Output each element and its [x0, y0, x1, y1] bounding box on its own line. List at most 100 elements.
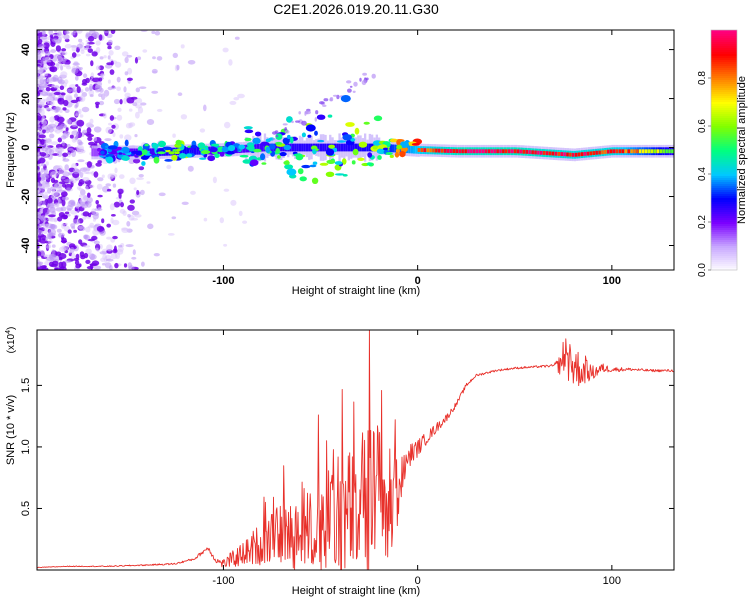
- noise-blob: [55, 207, 64, 212]
- noise-blob: [138, 166, 145, 171]
- noise-blob: [50, 99, 55, 107]
- ridge-band: [445, 147, 448, 155]
- noise-blob: [47, 240, 53, 244]
- noise-blob: [80, 149, 86, 154]
- noise-blob: [38, 44, 46, 48]
- ridge-band: [305, 143, 309, 152]
- noise-blob: [228, 59, 233, 66]
- noise-blob: [40, 109, 45, 116]
- noise-blob: [128, 108, 133, 112]
- noise-blob: [72, 168, 80, 175]
- noise-blob: [51, 249, 56, 255]
- colorbar-tick-label: 0.2: [697, 215, 708, 229]
- ridge-blob: [299, 176, 307, 182]
- noise-blob: [66, 152, 72, 158]
- colorbar-band: [711, 44, 737, 47]
- noise-blob: [127, 204, 135, 211]
- y-tick-label: 1.5: [20, 378, 32, 393]
- noise-blob: [73, 229, 77, 233]
- branch-blob: [323, 98, 329, 102]
- noise-blob: [60, 71, 68, 78]
- y-tick-label: 0.5: [20, 501, 32, 516]
- noise-blob: [66, 88, 72, 93]
- noise-blob: [187, 165, 194, 172]
- noise-blob: [70, 210, 78, 215]
- noise-blob: [222, 47, 229, 53]
- noise-blob: [127, 67, 133, 75]
- ridge-core: [458, 149, 461, 154]
- noise-blob: [98, 100, 105, 106]
- ridge-core: [621, 149, 625, 154]
- colorbar-band: [711, 74, 737, 77]
- noise-blob: [111, 124, 116, 129]
- ridge-blob: [219, 152, 225, 157]
- branch-blob: [291, 120, 294, 124]
- chart-title: C2E1.2026.019.20.11.G30: [273, 1, 439, 17]
- colorbar-band: [711, 70, 737, 73]
- noise-blob: [107, 79, 111, 84]
- colorbar-band: [711, 170, 737, 173]
- ridge-core: [662, 149, 665, 154]
- ridge-band: [389, 144, 392, 153]
- colorbar-band: [711, 196, 737, 199]
- noise-blob: [50, 49, 57, 53]
- colorbar-band: [711, 176, 737, 179]
- colorbar-band: [711, 112, 737, 115]
- ridge-band: [366, 143, 369, 152]
- noise-blob: [37, 139, 41, 146]
- ridge-band: [336, 143, 339, 152]
- noise-blob: [212, 176, 217, 184]
- noise-blob: [43, 168, 48, 175]
- noise-blob: [45, 147, 53, 154]
- noise-blob: [114, 262, 119, 269]
- noise-blob: [43, 184, 50, 189]
- ridge-band: [317, 143, 320, 152]
- ridge-blob: [134, 155, 139, 158]
- ridge-blob: [100, 150, 105, 155]
- ridge-band: [186, 147, 190, 155]
- colorbar: 0.0 0.2 0.4 0.6 0.8 Normalized spectral ampl…: [697, 29, 748, 277]
- ridge-band: [515, 147, 518, 156]
- colorbar-band: [711, 240, 737, 243]
- noise-blob: [38, 89, 43, 93]
- ridge-band: [191, 147, 194, 155]
- noise-blob: [136, 189, 140, 196]
- noise-blob: [44, 191, 48, 198]
- ridge-blob: [311, 177, 319, 184]
- ridge-blob: [254, 131, 262, 137]
- colorbar-band: [711, 180, 737, 183]
- x-tick-label: 0: [415, 275, 421, 287]
- spectrogram-y-axis-label: Frequency (Hz): [5, 112, 17, 188]
- ridge-blob: [399, 151, 406, 158]
- colorbar-band: [711, 36, 737, 39]
- colorbar-tick-label: 0.6: [697, 119, 708, 133]
- colorbar-band: [711, 146, 737, 149]
- noise-blob: [116, 86, 121, 92]
- noise-blob: [37, 66, 44, 74]
- noise-blob: [109, 265, 113, 270]
- noise-blob: [79, 226, 86, 232]
- colorbar-band: [711, 210, 737, 213]
- noise-blob: [55, 182, 59, 187]
- colorbar-gradient: [711, 30, 737, 271]
- noise-blob: [111, 86, 117, 90]
- noise-blob: [131, 256, 137, 260]
- ridge-core: [580, 152, 584, 157]
- colorbar-band: [711, 260, 737, 263]
- colorbar-band: [711, 114, 737, 117]
- noise-blob: [51, 38, 59, 43]
- ridge-core: [607, 149, 610, 154]
- noise-blob: [76, 119, 85, 127]
- noise-blob: [71, 67, 79, 74]
- colorbar-band: [711, 182, 737, 185]
- feature-blob: [340, 95, 351, 103]
- noise-blob: [58, 257, 63, 261]
- colorbar-band: [711, 144, 737, 147]
- noise-blob: [49, 133, 55, 139]
- ridge-blob: [275, 147, 281, 154]
- y-tick-label: 1.0: [20, 439, 32, 454]
- noise-blob: [37, 185, 43, 189]
- noise-blob: [102, 262, 106, 266]
- noise-blob: [83, 252, 89, 259]
- ridge-core: [650, 149, 654, 154]
